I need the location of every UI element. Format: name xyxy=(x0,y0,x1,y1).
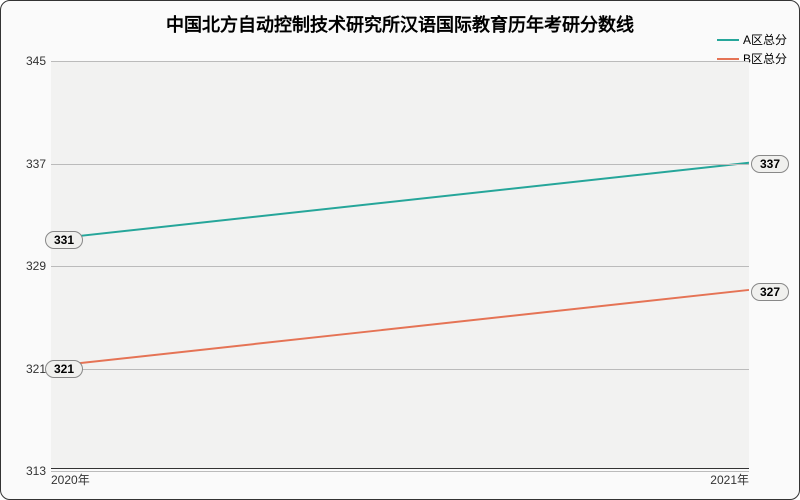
legend-label-1: B区总分 xyxy=(743,50,787,67)
gridline xyxy=(51,471,749,472)
lines-svg xyxy=(51,61,749,468)
series-line-1 xyxy=(51,290,749,366)
gridline xyxy=(51,266,749,267)
x-label-0: 2020年 xyxy=(51,471,90,488)
y-tick-label: 321 xyxy=(16,362,46,376)
y-tick-label: 313 xyxy=(16,464,46,478)
gridline xyxy=(51,369,749,370)
legend-swatch-1 xyxy=(717,58,739,60)
point-label: 337 xyxy=(751,155,789,173)
legend-item-0: A区总分 xyxy=(717,31,787,48)
y-tick-label: 337 xyxy=(16,157,46,171)
plot-area: 2020年 2021年 313321329337345331337321327 xyxy=(51,61,749,469)
gridline xyxy=(51,61,749,62)
chart-container: 中国北方自动控制技术研究所汉语国际教育历年考研分数线 A区总分 B区总分 202… xyxy=(0,0,800,500)
chart-title: 中国北方自动控制技术研究所汉语国际教育历年考研分数线 xyxy=(166,11,634,37)
legend-swatch-0 xyxy=(717,39,739,41)
x-label-1: 2021年 xyxy=(710,471,749,488)
y-tick-label: 329 xyxy=(16,259,46,273)
gridline xyxy=(51,164,749,165)
y-tick-label: 345 xyxy=(16,54,46,68)
point-label: 321 xyxy=(45,360,83,378)
legend-label-0: A区总分 xyxy=(743,31,787,48)
point-label: 327 xyxy=(751,283,789,301)
series-line-0 xyxy=(51,163,749,239)
point-label: 331 xyxy=(45,231,83,249)
